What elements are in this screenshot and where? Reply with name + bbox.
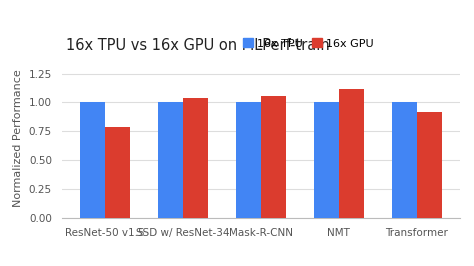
Bar xyxy=(392,102,417,218)
Bar xyxy=(105,127,130,218)
Bar xyxy=(314,102,339,218)
Bar xyxy=(417,112,442,218)
Text: 16x TPU vs 16x GPU on MLPerf-train: 16x TPU vs 16x GPU on MLPerf-train xyxy=(65,38,329,53)
Bar xyxy=(236,102,261,218)
Bar xyxy=(261,95,286,218)
Bar xyxy=(339,89,364,218)
Legend: 16x TPU, 16x GPU: 16x TPU, 16x GPU xyxy=(238,34,379,53)
Bar xyxy=(182,98,208,218)
Bar xyxy=(158,102,182,218)
Bar xyxy=(80,102,105,218)
Y-axis label: Normalized Performance: Normalized Performance xyxy=(13,69,23,207)
